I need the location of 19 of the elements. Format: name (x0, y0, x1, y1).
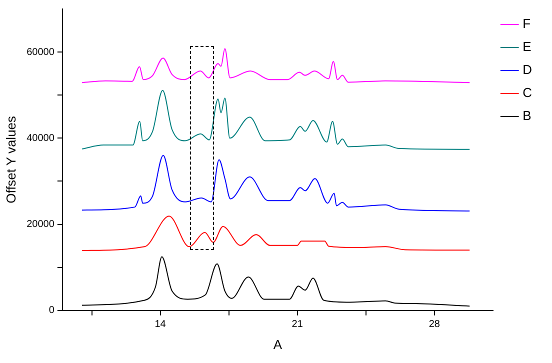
x-tick-label: 21 (292, 319, 304, 330)
y-tick-label: 0 (48, 305, 55, 316)
y-tick-label: 60000 (26, 46, 55, 58)
y-axis-title: Offset Y values (3, 115, 18, 204)
line-series (81, 48, 470, 84)
line-series (81, 90, 470, 150)
legend-label: F (522, 16, 531, 32)
line-series (81, 154, 470, 212)
y-tick-label: 40000 (26, 132, 55, 144)
legend-label: E (522, 39, 532, 54)
legend-label: C (522, 85, 532, 100)
x-axis-title: A (273, 336, 282, 352)
y-tick-label: 20000 (26, 219, 55, 230)
line-series (81, 216, 470, 252)
legend-label: D (522, 62, 532, 78)
x-tick-label: 14 (154, 319, 166, 330)
x-tick-label: 28 (428, 319, 440, 330)
line-series (81, 256, 470, 307)
legend-label: B (522, 108, 532, 124)
